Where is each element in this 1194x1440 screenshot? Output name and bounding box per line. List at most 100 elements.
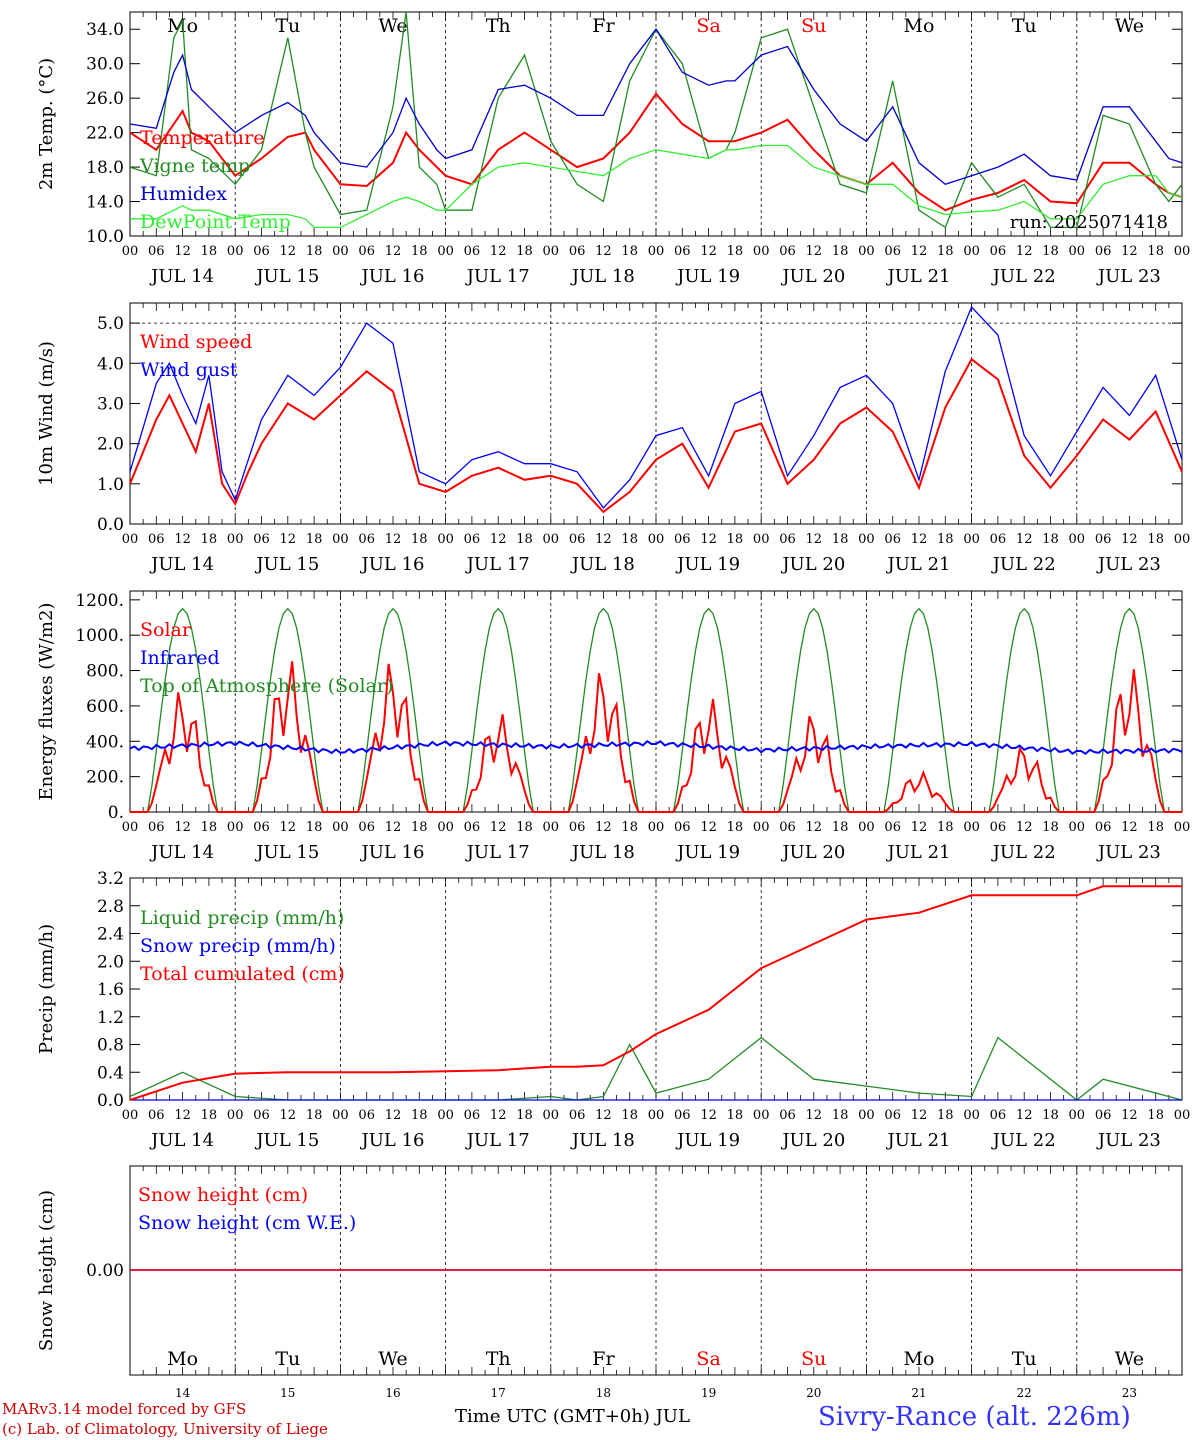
hour-tick-label: 12 (1121, 532, 1138, 547)
y-tick-label: 0.0 (97, 515, 124, 535)
hour-tick-label: 06 (1095, 1108, 1112, 1123)
hour-tick-label: 06 (779, 244, 796, 259)
panel-3: 0. 200. 400. 600. 800. 1000. 1200. Energy fluxe… (36, 590, 1190, 863)
hour-tick-label: 06 (569, 532, 586, 547)
hour-tick-label: 00 (122, 532, 139, 547)
y-tick-label: 2.8 (97, 897, 124, 917)
hour-tick-label: 00 (543, 820, 560, 835)
y-tick-label: 30.0 (86, 55, 124, 75)
hour-tick-label: 00 (858, 244, 875, 259)
hour-tick-label: 12 (911, 532, 928, 547)
y-tick-label: 3.0 (97, 394, 124, 414)
hour-tick-label: 00 (1174, 532, 1191, 547)
hour-tick-label: 12 (700, 244, 717, 259)
legend-entry: Snow height (cm W.E.) (138, 1212, 356, 1234)
hour-tick-label: 18 (411, 1108, 428, 1123)
y-tick-label: 1000. (75, 626, 124, 646)
legend-entry: Total cumulated (cm) (140, 963, 345, 985)
y-tick-label: 5.0 (97, 314, 124, 334)
date-label: JUL 17 (465, 554, 530, 575)
y-axis-label: Snow height (cm) (36, 1190, 57, 1351)
y-tick-label: 1200. (75, 591, 124, 611)
hour-tick-label: 18 (1042, 820, 1059, 835)
hour-tick-label: 12 (280, 820, 297, 835)
weekday-label: Tu (275, 1348, 300, 1370)
hour-tick-label: 06 (358, 244, 375, 259)
hour-tick-label: 12 (280, 1108, 297, 1123)
panel-4: 0.0 0.4 0.8 1.2 1.6 2.0 2.4 2.8 3.2 Precip (mm/h)… (36, 869, 1190, 1151)
date-label: JUL 16 (360, 266, 425, 287)
hour-tick-label: 00 (122, 820, 139, 835)
y-tick-label: 2.0 (97, 952, 124, 972)
y-tick-label: 10.0 (86, 227, 124, 247)
y-tick-label: 1.6 (97, 980, 124, 1000)
date-label: JUL 20 (780, 554, 845, 575)
date-label: JUL 17 (465, 266, 530, 287)
y-tick-label: 200. (86, 768, 124, 788)
date-label: JUL 22 (991, 1130, 1056, 1151)
legend-entry: DewPoint Temp (140, 211, 291, 233)
hour-tick-label: 12 (806, 532, 823, 547)
y-tick-label: 14.0 (86, 193, 124, 213)
hour-tick-label: 06 (148, 244, 165, 259)
hour-tick-label: 00 (227, 532, 244, 547)
y-tick-label: 3.2 (97, 869, 124, 889)
date-label: JUL 18 (570, 554, 635, 575)
hour-tick-label: 18 (306, 244, 323, 259)
weekday-label: We (378, 15, 407, 37)
hour-tick-label: 00 (1069, 820, 1086, 835)
hour-tick-label: 12 (1016, 820, 1033, 835)
hour-tick-label: 00 (753, 1108, 770, 1123)
y-tick-label: 26.0 (86, 89, 124, 109)
y-tick-label: 800. (86, 662, 124, 682)
hour-tick-label: 18 (727, 1108, 744, 1123)
hour-tick-label: 00 (543, 1108, 560, 1123)
y-tick-label: 0.8 (97, 1036, 124, 1056)
y-axis-label: 10m Wind (m/s) (36, 341, 57, 486)
date-label: JUL 15 (254, 554, 319, 575)
hour-tick-label: 12 (1121, 1108, 1138, 1123)
hour-tick-label: 12 (806, 1108, 823, 1123)
day-number: 19 (701, 1386, 716, 1400)
series-line (130, 661, 1182, 813)
hour-tick-label: 12 (1121, 820, 1138, 835)
day-number: 23 (1122, 1386, 1137, 1400)
weekday-label: We (378, 1348, 407, 1370)
hour-tick-label: 18 (1147, 532, 1164, 547)
hour-tick-label: 06 (779, 820, 796, 835)
hour-tick-label: 18 (1147, 244, 1164, 259)
hour-tick-label: 06 (674, 244, 691, 259)
hour-tick-label: 00 (332, 1108, 349, 1123)
date-label: JUL 21 (886, 266, 951, 287)
hour-tick-label: 12 (385, 244, 402, 259)
hour-tick-label: 12 (806, 244, 823, 259)
date-label: JUL 23 (1096, 266, 1161, 287)
date-label: JUL 14 (149, 554, 214, 575)
hour-tick-label: 12 (911, 820, 928, 835)
hour-tick-label: 00 (648, 244, 665, 259)
date-label: JUL 14 (149, 842, 214, 863)
hour-tick-label: 12 (490, 1108, 507, 1123)
hour-tick-label: 18 (937, 244, 954, 259)
hour-tick-label: 06 (884, 532, 901, 547)
date-label: JUL 21 (886, 554, 951, 575)
hour-tick-label: 18 (937, 532, 954, 547)
y-tick-label: 0.00 (86, 1261, 124, 1281)
legend-entry: Wind speed (140, 331, 252, 353)
hour-tick-label: 18 (727, 820, 744, 835)
legend-entry: Liquid precip (mm/h) (140, 907, 344, 929)
legend-entry: Vigne temp (139, 155, 250, 177)
legend-entry: Snow precip (mm/h) (140, 935, 336, 957)
hour-tick-label: 12 (806, 820, 823, 835)
date-label: JUL 21 (886, 842, 951, 863)
hour-tick-label: 06 (569, 820, 586, 835)
hour-tick-label: 12 (1016, 532, 1033, 547)
y-tick-label: 22.0 (86, 124, 124, 144)
hour-tick-label: 00 (227, 244, 244, 259)
hour-tick-label: 18 (1147, 820, 1164, 835)
hour-tick-label: 06 (464, 244, 481, 259)
series-line (129, 28, 1183, 186)
hour-tick-label: 00 (858, 820, 875, 835)
panel-frame (129, 11, 1183, 237)
hour-tick-label: 00 (332, 820, 349, 835)
